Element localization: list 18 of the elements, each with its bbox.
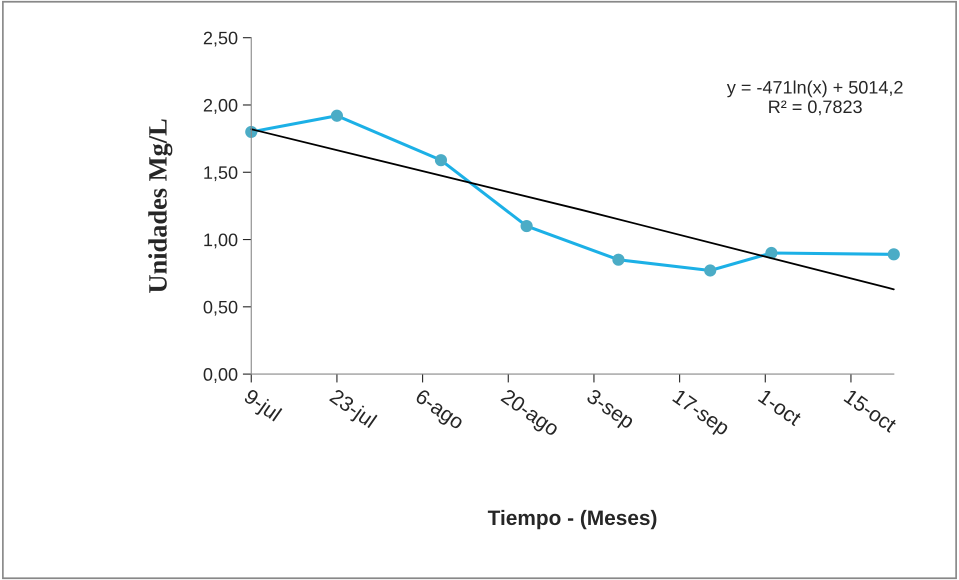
y-axis-title: Unidades Mg/L: [148, 119, 172, 293]
point: [704, 264, 716, 277]
point: [330, 110, 344, 122]
y-tick-label: 2,00: [204, 98, 238, 114]
annotation: y = -471ln(x) + 5014,2 R² = 0,7823: [726, 80, 903, 116]
point: [765, 246, 778, 260]
y-tick-label: 0,00: [204, 368, 238, 383]
y-tick-label: 0,50: [204, 300, 238, 316]
point: [520, 220, 533, 232]
x-tick-label: 1-oct: [758, 388, 803, 426]
x-axis-title: Tiempo - (Meses): [488, 510, 656, 530]
y-tick-label: 2,50: [204, 32, 238, 47]
y-tick-label: 1,50: [204, 166, 238, 182]
x-tick-label: 9-jul: [240, 388, 282, 425]
point: [434, 154, 448, 166]
point: [612, 254, 624, 266]
y-tick-label: 1,00: [204, 233, 238, 248]
point: [888, 248, 900, 260]
